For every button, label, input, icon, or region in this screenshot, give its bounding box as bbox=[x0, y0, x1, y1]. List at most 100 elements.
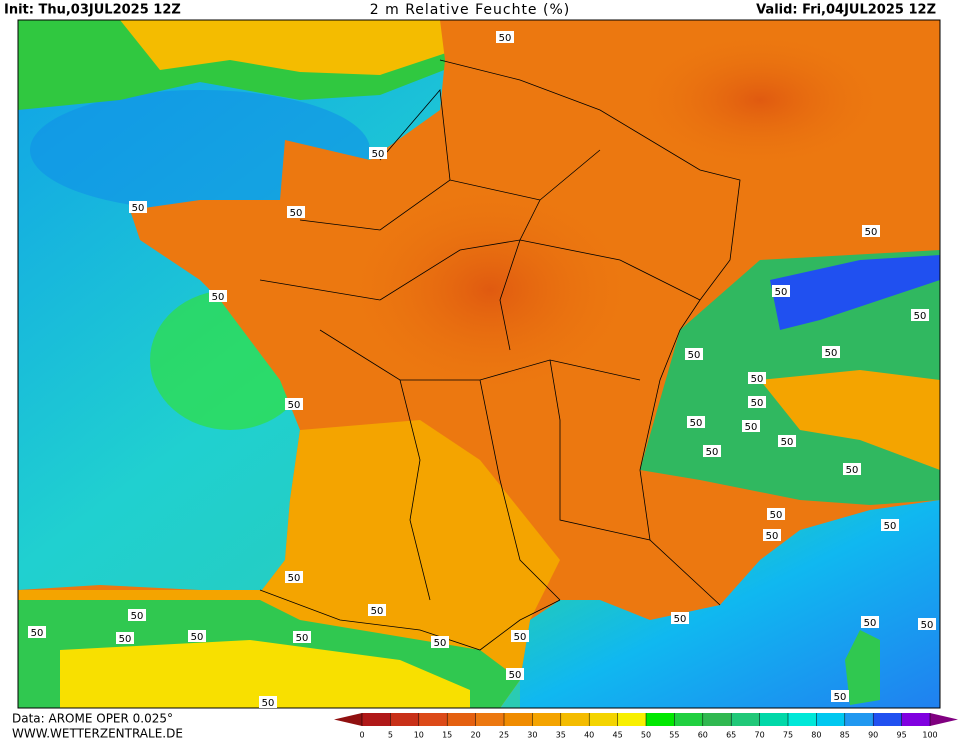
contour-label: 50 bbox=[131, 611, 144, 622]
dry-core-germany bbox=[630, 30, 890, 170]
contour-label: 50 bbox=[884, 521, 897, 532]
contour-label: 50 bbox=[770, 510, 783, 521]
contour-label: 50 bbox=[262, 698, 275, 709]
contour-label: 50 bbox=[288, 400, 301, 411]
contour-label: 50 bbox=[296, 633, 309, 644]
contour-label-box bbox=[188, 630, 206, 642]
colorbar-swatch bbox=[788, 713, 817, 726]
colorbar-swatch bbox=[674, 713, 703, 726]
contour-label: 50 bbox=[864, 618, 877, 629]
contour-label-box bbox=[748, 396, 766, 408]
dry-core bbox=[340, 180, 640, 400]
contour-label-box bbox=[918, 618, 936, 630]
contour-label-box bbox=[511, 630, 529, 642]
po-valley bbox=[760, 370, 940, 470]
colorbar-swatch bbox=[504, 713, 533, 726]
colorbar: 0 5 10 15 20 25 30 35 40 45 50 55 60 65 70 75 80 85 90 95 10… bbox=[334, 713, 958, 740]
contour-label-box bbox=[685, 348, 703, 360]
contour-label: 50 bbox=[751, 374, 764, 385]
contour-label: 50 bbox=[690, 418, 703, 429]
colorbar-swatch bbox=[731, 713, 760, 726]
map-title: 2 m Relative Feuchte (%) bbox=[370, 2, 570, 18]
colorbar-swatch bbox=[589, 713, 618, 726]
contour-label-box bbox=[763, 529, 781, 541]
contour-label: 50 bbox=[775, 287, 788, 298]
contour-label-box bbox=[285, 571, 303, 583]
contour-label: 50 bbox=[766, 531, 779, 542]
colorbar-swatch bbox=[532, 713, 561, 726]
contour-label: 50 bbox=[31, 628, 44, 639]
contour-label-box bbox=[742, 420, 760, 432]
contour-label-box bbox=[843, 463, 861, 475]
contour-label-box bbox=[431, 636, 449, 648]
contour-label-box bbox=[748, 372, 766, 384]
contour-label: 50 bbox=[825, 348, 838, 359]
colorbar-swatch bbox=[873, 713, 902, 726]
website: WWW.WETTERZENTRALE.DE bbox=[12, 727, 183, 741]
colorbar-swatch bbox=[816, 713, 845, 726]
colorbar-swatch bbox=[560, 713, 590, 726]
contour-label-box bbox=[881, 519, 899, 531]
contour-label-box bbox=[703, 445, 721, 457]
contour-label: 50 bbox=[706, 447, 719, 458]
colorbar-over bbox=[930, 713, 958, 726]
contour-label-box bbox=[831, 690, 849, 702]
colorbar-swatch bbox=[617, 713, 646, 726]
contour-label-box bbox=[767, 508, 785, 520]
contour-label: 50 bbox=[191, 632, 204, 643]
colorbar-swatch bbox=[646, 713, 675, 726]
contour-label: 50 bbox=[212, 292, 225, 303]
corsica bbox=[845, 630, 880, 705]
data-source: Data: AROME OPER 0.025° bbox=[12, 712, 173, 726]
valid-time: Valid: Fri,04JUL2025 12Z bbox=[756, 3, 936, 18]
contour-label-box bbox=[128, 609, 146, 621]
contour-label-box bbox=[496, 31, 514, 43]
contour-label-box bbox=[293, 631, 311, 643]
colorbar-under bbox=[334, 713, 362, 726]
contour-label-box bbox=[287, 206, 305, 218]
colorbar-tick-label: 30 bbox=[527, 731, 537, 740]
alps-wet bbox=[770, 255, 940, 330]
contour-label: 50 bbox=[751, 398, 764, 409]
contour-label-box bbox=[687, 416, 705, 428]
contour-label: 50 bbox=[834, 692, 847, 703]
contour-label-box bbox=[822, 346, 840, 358]
colorbar-swatch bbox=[390, 713, 419, 726]
contour-label: 50 bbox=[745, 422, 758, 433]
contour-label-box bbox=[671, 612, 689, 624]
contour-label: 50 bbox=[288, 573, 301, 584]
contour-label-box bbox=[259, 696, 277, 708]
contour-label-box bbox=[116, 632, 134, 644]
contour-label: 50 bbox=[514, 632, 527, 643]
contour-label: 50 bbox=[132, 203, 145, 214]
colorbar-tick-label: 45 bbox=[613, 731, 623, 740]
contour-label: 50 bbox=[914, 311, 927, 322]
contour-label: 50 bbox=[119, 634, 132, 645]
contour-label-box bbox=[772, 285, 790, 297]
contour-label-box bbox=[129, 201, 147, 213]
colorbar-tick-label: 60 bbox=[698, 731, 708, 740]
contour-label-box bbox=[368, 604, 386, 616]
colorbar-tick-label: 20 bbox=[471, 731, 481, 740]
colorbar-tick-label: 10 bbox=[414, 731, 424, 740]
colorbar-tick-label: 95 bbox=[897, 731, 907, 740]
contour-label-box bbox=[369, 147, 387, 159]
colorbar-tick-label: 5 bbox=[388, 731, 393, 740]
map bbox=[18, 20, 940, 708]
colorbar-tick-label: 100 bbox=[922, 731, 937, 740]
contour-label-box bbox=[28, 626, 46, 638]
contour-label: 50 bbox=[371, 606, 384, 617]
colorbar-swatch bbox=[447, 713, 476, 726]
spain-dry bbox=[60, 640, 470, 708]
colorbar-tick-label: 85 bbox=[840, 731, 850, 740]
colorbar-swatch bbox=[702, 713, 732, 726]
colorbar-tick-label: 25 bbox=[499, 731, 509, 740]
colorbar-tick-label: 0 bbox=[359, 731, 364, 740]
contour-labels: 50 50 50 50 50 50 50 50 50 50 50 50 50 50 50 50 50 50 50 50… bbox=[28, 31, 936, 709]
contour-label-box bbox=[778, 435, 796, 447]
colorbar-swatch bbox=[475, 713, 504, 726]
border-line bbox=[259, 589, 561, 651]
contour-label: 50 bbox=[509, 670, 522, 681]
border-line bbox=[259, 239, 701, 301]
